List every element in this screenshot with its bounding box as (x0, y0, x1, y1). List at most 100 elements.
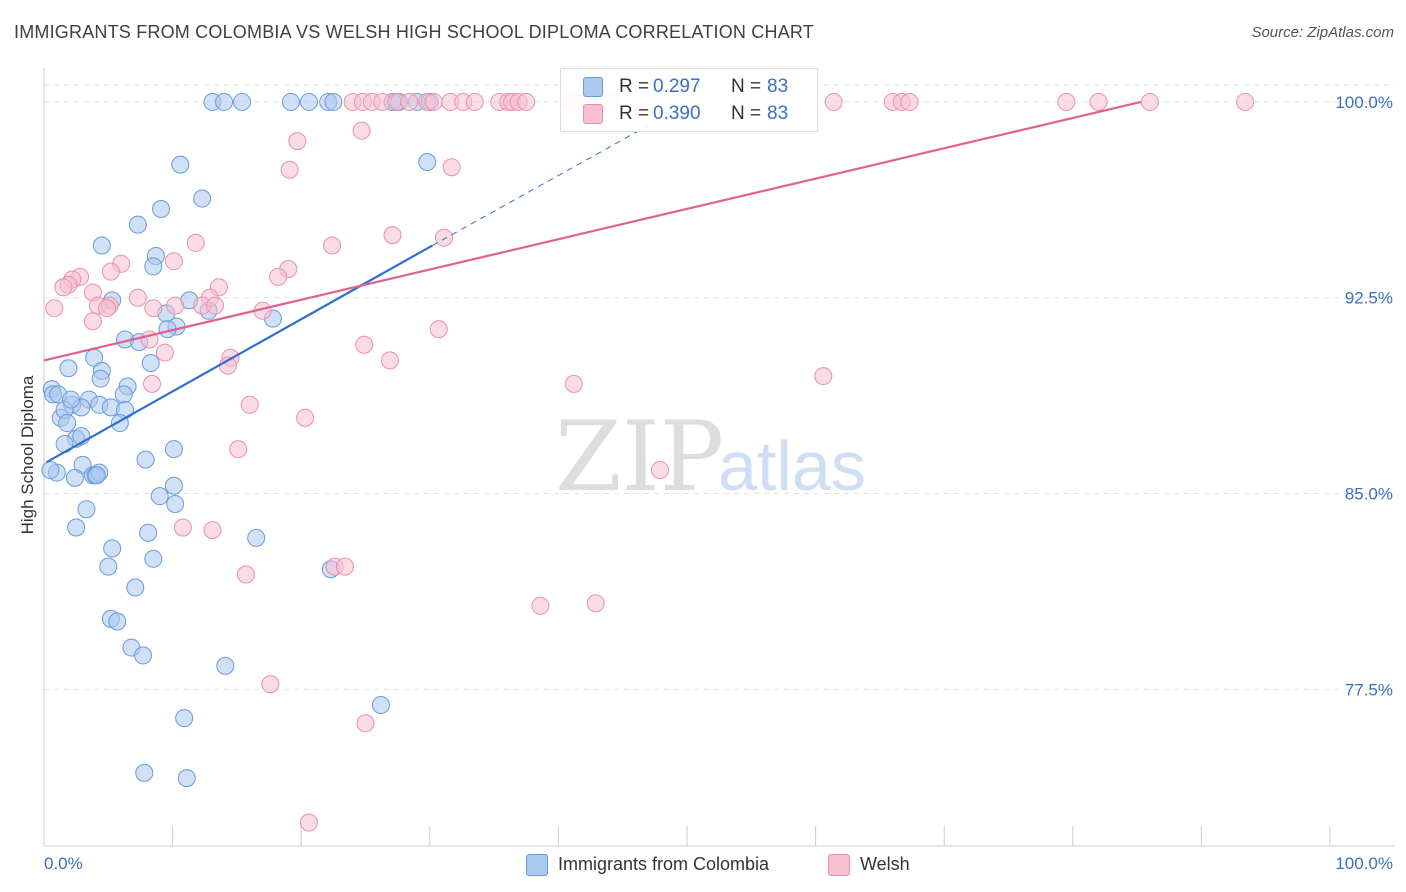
welsh-point (650, 461, 669, 480)
colombia-point (141, 354, 160, 373)
welsh-point (269, 267, 288, 286)
watermark-zip: ZIP (555, 401, 724, 513)
colombia-point (87, 466, 106, 485)
welsh-point (400, 92, 419, 111)
colombia-point (175, 709, 194, 728)
welsh-point (1140, 92, 1159, 111)
welsh-point (814, 367, 833, 386)
welsh-point (98, 299, 117, 318)
n-label: N = (731, 76, 762, 97)
welsh-point (299, 813, 318, 832)
colombia-point (152, 199, 171, 218)
colombia-point (233, 92, 252, 111)
welsh-point (128, 288, 147, 307)
colombia-point (324, 92, 343, 111)
welsh-point (531, 596, 550, 615)
y-tick-label: 92.5% (1345, 289, 1393, 308)
welsh-point (355, 335, 374, 354)
welsh-point (296, 408, 315, 427)
colombia-point (144, 549, 163, 568)
pink-swatch (583, 104, 603, 124)
r-value: 0.297 (653, 76, 701, 97)
welsh-point (1057, 92, 1076, 111)
colombia-point (136, 450, 155, 469)
welsh-point (101, 262, 120, 281)
welsh-point (335, 557, 354, 576)
colombia-point (59, 359, 78, 378)
welsh-point (229, 440, 248, 459)
legend-label: Immigrants from Colombia (558, 854, 770, 874)
welsh-point (564, 374, 583, 393)
colombia-point (177, 769, 196, 788)
colombia-point (247, 528, 266, 547)
colombia-point (164, 476, 183, 495)
welsh-point (900, 92, 919, 111)
welsh-point (383, 226, 402, 245)
welsh-point (143, 374, 162, 393)
colombia-point (193, 189, 212, 208)
colombia-point (92, 236, 111, 255)
colombia-point (164, 440, 183, 459)
x-tick-label: 0.0% (44, 854, 83, 873)
welsh-point (323, 236, 342, 255)
welsh-point (155, 343, 174, 362)
source-note: Source: ZipAtlas.com (1251, 24, 1394, 41)
colombia-point (67, 518, 86, 537)
chart-title: IMMIGRANTS FROM COLOMBIA VS WELSH HIGH S… (14, 22, 814, 42)
colombia-point (144, 257, 163, 276)
y-tick-label: 100.0% (1335, 93, 1393, 112)
colombia-point (65, 468, 84, 487)
legend-label: Welsh (860, 854, 910, 874)
colombia-point (77, 500, 96, 519)
welsh-point (380, 351, 399, 370)
welsh-point (240, 395, 259, 414)
colombia-point (150, 487, 169, 506)
n-value: 83 (767, 76, 789, 97)
colombia-point (371, 696, 390, 715)
colombia-point (91, 369, 110, 388)
colombia-point (134, 646, 153, 665)
welsh-point (261, 675, 280, 694)
blue-swatch (583, 77, 603, 97)
watermark-atlas: atlas (718, 427, 866, 505)
colombia-point (108, 612, 127, 631)
colombia-point (281, 92, 300, 111)
welsh-point (280, 160, 299, 179)
blue-swatch (526, 854, 548, 876)
welsh-point (206, 296, 225, 315)
welsh-point (1236, 92, 1255, 111)
colombia-point (128, 215, 147, 234)
welsh-point (442, 158, 461, 177)
stats-legend: R = 0.297 N = 83 R = 0.390 N = 83 (560, 68, 818, 132)
colombia-point (135, 763, 154, 782)
colombia-trendline (46, 244, 433, 464)
welsh-point (164, 252, 183, 271)
welsh-point (54, 278, 73, 297)
welsh-point (166, 296, 185, 315)
colombia-point (103, 539, 122, 558)
colombia-point (41, 461, 60, 480)
x-tick-label: 100.0% (1335, 854, 1393, 873)
colombia-point (139, 523, 158, 542)
colombia-point (216, 656, 235, 675)
colombia-point (62, 390, 81, 409)
colombia-point (166, 494, 185, 513)
r-label: R = (619, 76, 650, 97)
colombia-point (114, 385, 133, 404)
colombia-point (215, 92, 234, 111)
colombia-point (418, 152, 437, 171)
welsh-point (517, 92, 536, 111)
colombia-point (99, 557, 118, 576)
welsh-point (824, 92, 843, 111)
welsh-point (1089, 92, 1108, 111)
welsh-point (236, 565, 255, 584)
welsh-point (356, 714, 375, 733)
welsh-trendline (43, 100, 1142, 362)
welsh-point (45, 299, 64, 318)
welsh-point (424, 92, 443, 111)
y-tick-label: 77.5% (1345, 680, 1393, 699)
colombia-point (171, 155, 190, 174)
welsh-point (203, 521, 222, 540)
colombia-point (126, 578, 145, 597)
